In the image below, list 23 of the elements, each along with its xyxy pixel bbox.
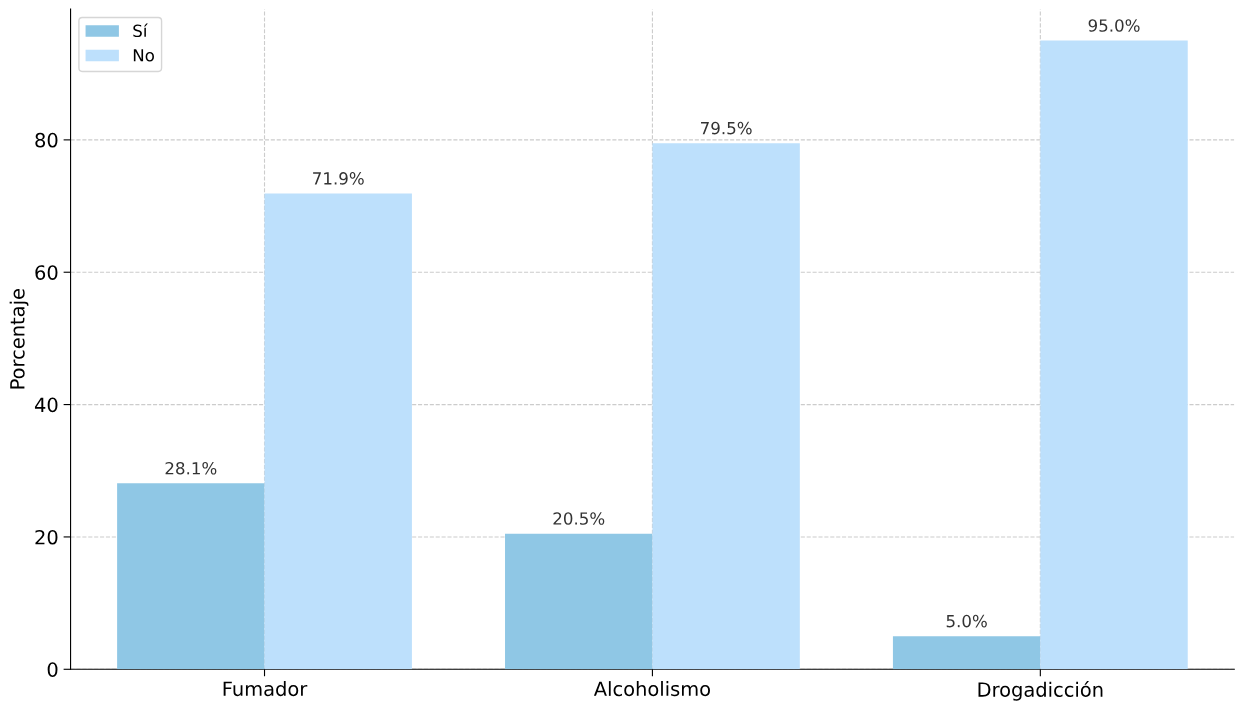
y-tick-label: 80 bbox=[35, 132, 58, 148]
legend-label: Sí bbox=[133, 23, 148, 38]
x-tick-label: Alcoholismo bbox=[593, 681, 711, 697]
x-tick-label: Fumador bbox=[223, 681, 308, 697]
y-tick-label: 60 bbox=[35, 265, 58, 280]
x-tick-label: Drogadicción bbox=[978, 681, 1103, 701]
data-label: 20.5% bbox=[553, 512, 605, 525]
data-label: 79.5% bbox=[701, 121, 752, 135]
bar bbox=[505, 533, 653, 670]
data-label: 28.1% bbox=[165, 461, 217, 475]
bar bbox=[892, 636, 1041, 670]
bar bbox=[117, 483, 265, 670]
legend-label: No bbox=[133, 49, 154, 62]
data-label: 71.9% bbox=[313, 172, 364, 185]
data-label: 95.0% bbox=[1088, 19, 1140, 32]
data-label: 5.0% bbox=[946, 614, 987, 628]
y-tick-label: 40 bbox=[34, 397, 58, 413]
y-tick-label: 0 bbox=[47, 662, 58, 677]
bar bbox=[1040, 40, 1188, 670]
bar bbox=[652, 143, 800, 670]
bar bbox=[264, 193, 412, 670]
y-axis-title: Porcentaje bbox=[9, 289, 29, 389]
y-tick-label: 20 bbox=[35, 529, 58, 545]
